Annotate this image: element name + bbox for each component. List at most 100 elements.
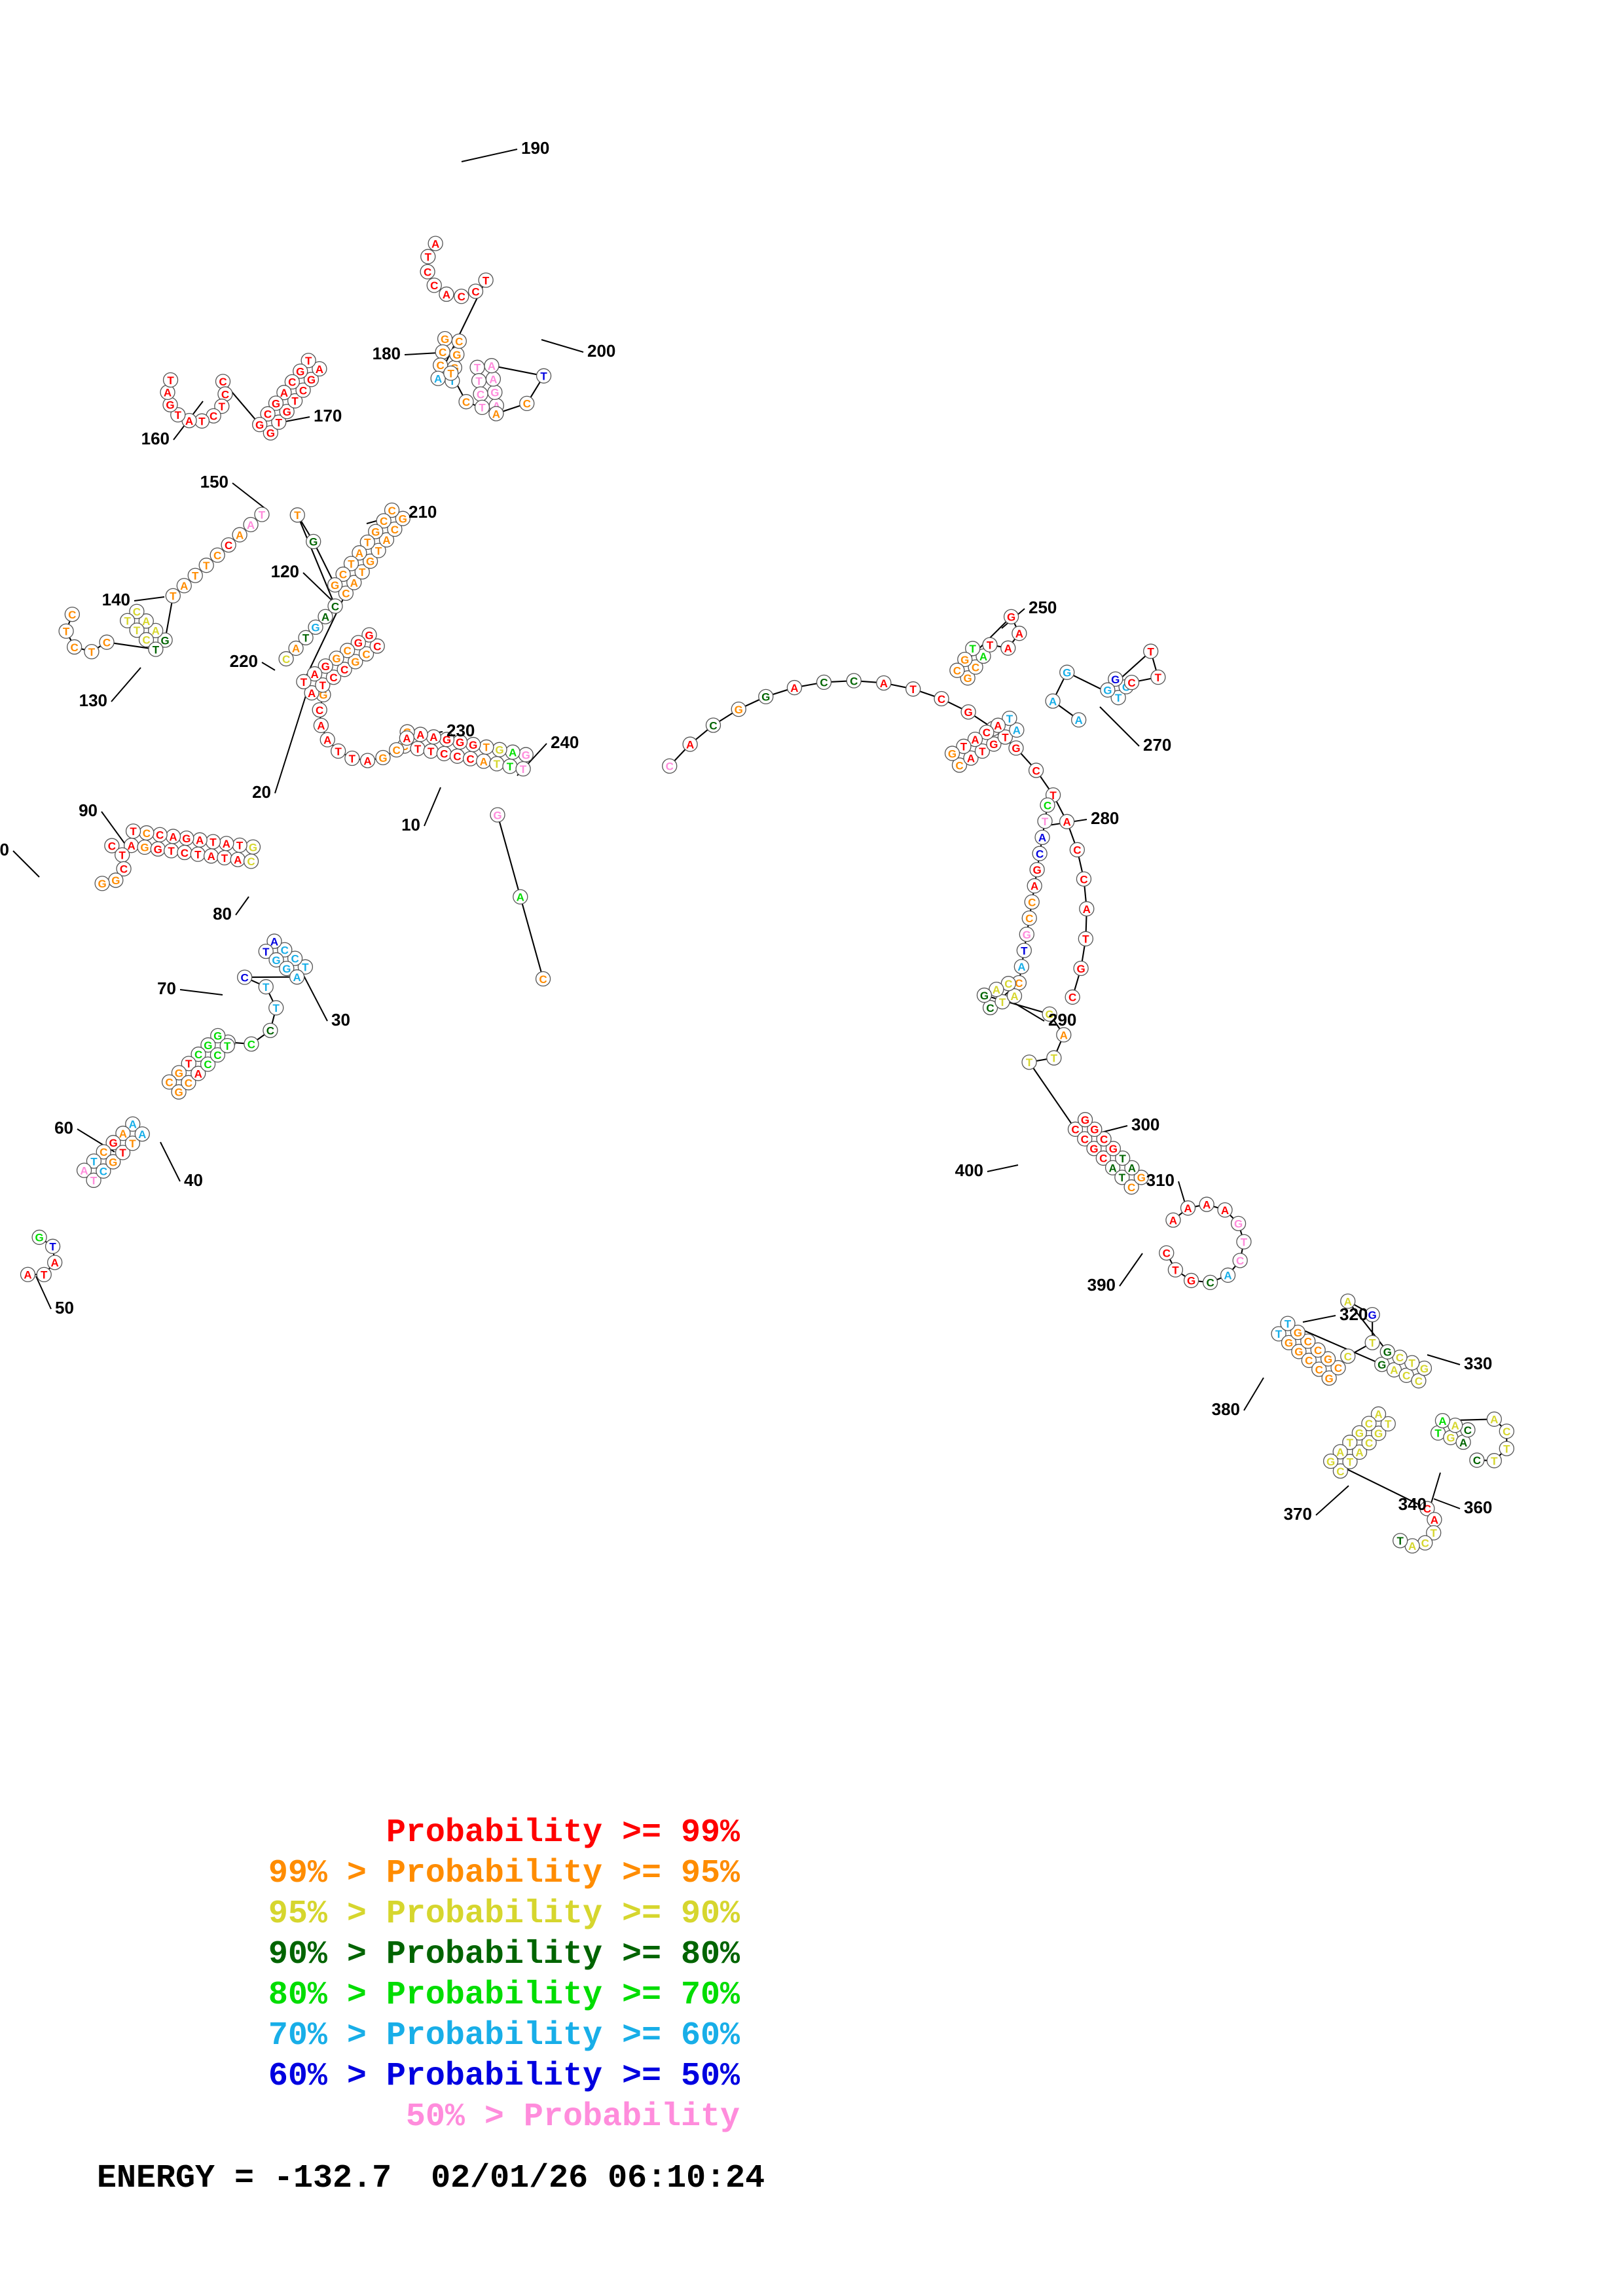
svg-text:A: A bbox=[129, 1119, 137, 1131]
svg-text:C: C bbox=[100, 1165, 107, 1177]
nucleotide: T bbox=[1426, 1525, 1442, 1541]
position-leader-line bbox=[261, 662, 276, 671]
probability-legend: Probability >= 99% 99% > Probability >= … bbox=[0, 1813, 1623, 2197]
svg-text:T: T bbox=[49, 1241, 56, 1253]
nucleotide: T bbox=[45, 1238, 61, 1254]
nucleotide: T bbox=[301, 353, 316, 368]
svg-text:T: T bbox=[1051, 1052, 1058, 1065]
nucleotide: T bbox=[258, 943, 274, 960]
nucleotide: A bbox=[165, 829, 181, 844]
svg-text:A: A bbox=[1459, 1437, 1467, 1449]
nucleotide: G bbox=[1281, 1335, 1297, 1351]
svg-text:T: T bbox=[90, 1155, 98, 1168]
nucleotide: T bbox=[315, 677, 331, 693]
svg-text:G: G bbox=[266, 427, 275, 440]
svg-text:A: A bbox=[1063, 816, 1070, 829]
nucleotide: A bbox=[485, 371, 501, 387]
svg-text:G: G bbox=[1081, 1114, 1089, 1126]
nucleotide: A bbox=[990, 717, 1006, 733]
position-number-label: 330 bbox=[1464, 1354, 1492, 1373]
position-number-label: 310 bbox=[1146, 1170, 1175, 1190]
svg-text:A: A bbox=[356, 547, 363, 560]
svg-text:A: A bbox=[1010, 990, 1018, 1003]
nucleotide: A bbox=[1486, 1411, 1502, 1427]
nucleotide: T bbox=[344, 750, 360, 766]
svg-text:C: C bbox=[1336, 1465, 1344, 1478]
nucleotide: A bbox=[428, 236, 443, 251]
nucleotide: C bbox=[968, 659, 983, 675]
svg-text:C: C bbox=[1127, 677, 1135, 689]
nucleotide: C bbox=[237, 969, 253, 985]
svg-text:T: T bbox=[263, 946, 270, 958]
nucleotide: G bbox=[362, 553, 378, 569]
svg-text:C: C bbox=[156, 829, 164, 842]
nucleotide: C bbox=[181, 1075, 196, 1090]
svg-text:T: T bbox=[1396, 1535, 1404, 1547]
nucleotide: G bbox=[1133, 1170, 1149, 1185]
svg-text:T: T bbox=[1491, 1455, 1498, 1467]
nucleotide: T bbox=[343, 556, 359, 571]
svg-text:G: G bbox=[166, 399, 174, 412]
svg-text:C: C bbox=[1028, 896, 1036, 908]
nucleotide: C bbox=[535, 971, 551, 987]
svg-text:C: C bbox=[1315, 1363, 1323, 1376]
nucleotide: T bbox=[198, 558, 214, 573]
svg-text:G: G bbox=[443, 734, 451, 746]
svg-text:G: G bbox=[452, 349, 461, 361]
nucleotide: G bbox=[1059, 664, 1075, 680]
nucleotide: C bbox=[426, 278, 442, 293]
svg-text:G: G bbox=[1234, 1218, 1243, 1230]
svg-text:T: T bbox=[41, 1269, 48, 1282]
nucleotide: A bbox=[359, 753, 376, 768]
svg-text:T: T bbox=[273, 1002, 280, 1014]
nucleotide: T bbox=[297, 959, 314, 975]
svg-text:G: G bbox=[309, 536, 318, 548]
position-number-label: 200 bbox=[587, 341, 615, 361]
position-leader-line bbox=[232, 482, 268, 511]
svg-text:C: C bbox=[380, 515, 388, 528]
nucleotide: C bbox=[358, 646, 374, 662]
svg-text:A: A bbox=[308, 687, 316, 700]
nucleotide: G bbox=[1379, 1344, 1395, 1360]
nucleotide: G bbox=[368, 524, 384, 539]
nucleotide: T bbox=[1380, 1416, 1396, 1432]
svg-text:C: C bbox=[343, 645, 351, 657]
svg-text:A: A bbox=[270, 935, 278, 948]
svg-text:T: T bbox=[479, 402, 486, 414]
nucleotide: C bbox=[338, 585, 354, 601]
svg-text:T: T bbox=[475, 375, 483, 387]
nucleotide: A bbox=[115, 1125, 131, 1141]
nucleotide: T bbox=[86, 1172, 101, 1188]
position-number-label: 380 bbox=[1212, 1399, 1240, 1419]
svg-text:A: A bbox=[119, 1128, 127, 1140]
nucleotide: G bbox=[1321, 1370, 1337, 1386]
svg-text:A: A bbox=[1075, 714, 1083, 726]
nucleotide: C bbox=[369, 638, 385, 654]
svg-text:C: C bbox=[194, 1049, 202, 1061]
svg-text:A: A bbox=[293, 971, 301, 984]
position-leader-line bbox=[424, 787, 441, 827]
svg-text:A: A bbox=[994, 719, 1002, 732]
svg-text:T: T bbox=[203, 560, 210, 572]
nucleotide: A bbox=[160, 384, 175, 401]
svg-text:C: C bbox=[142, 634, 150, 647]
svg-text:C: C bbox=[972, 661, 979, 673]
nucleotide: A bbox=[1199, 1196, 1214, 1212]
nucleotide: G bbox=[1108, 671, 1123, 687]
nucleotide: G bbox=[1291, 1344, 1307, 1359]
position-leader-line bbox=[35, 1276, 52, 1310]
svg-text:T: T bbox=[294, 509, 301, 522]
nucleotide: C bbox=[1096, 1131, 1112, 1147]
svg-text:G: G bbox=[1294, 1346, 1303, 1358]
nucleotide: G bbox=[157, 632, 173, 648]
nucleotide: T bbox=[1016, 942, 1032, 958]
svg-text:A: A bbox=[431, 238, 439, 250]
svg-text:G: G bbox=[456, 736, 464, 749]
svg-text:T: T bbox=[1042, 816, 1049, 828]
position-leader-lines bbox=[12, 149, 1461, 1516]
svg-text:T: T bbox=[979, 745, 986, 758]
position-number-label: 370 bbox=[1284, 1504, 1312, 1524]
nucleotide: G bbox=[263, 425, 279, 441]
nucleotide: A bbox=[1217, 1202, 1233, 1218]
nucleotide: A bbox=[488, 406, 504, 422]
